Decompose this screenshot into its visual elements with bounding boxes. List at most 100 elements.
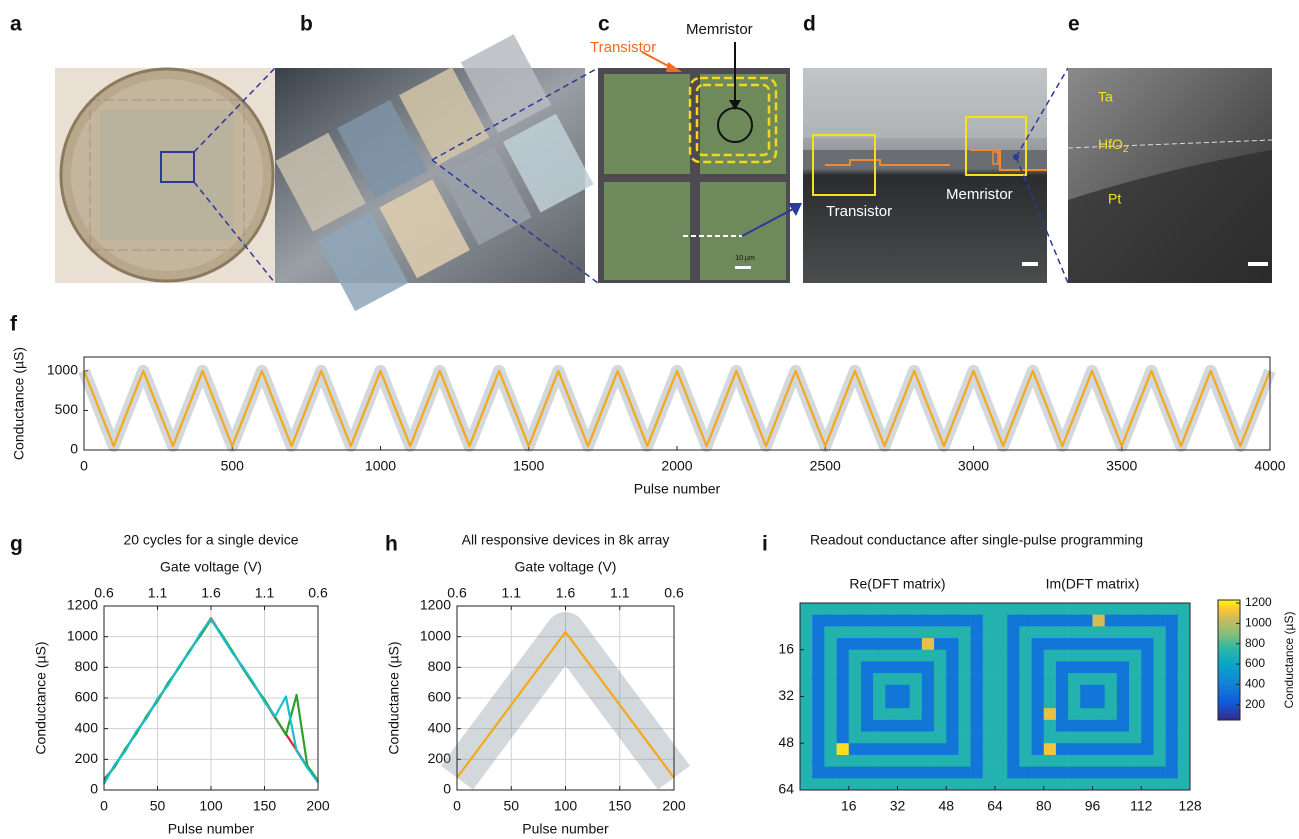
heatmap-cell bbox=[812, 615, 824, 627]
heatmap-cell bbox=[861, 708, 873, 720]
heatmap-cell bbox=[800, 755, 812, 767]
heatmap-cell bbox=[1105, 685, 1117, 697]
heatmap-cell bbox=[873, 661, 885, 673]
heatmap-cell bbox=[958, 650, 970, 662]
heatmap-cell bbox=[983, 685, 995, 697]
heatmap-cell bbox=[1105, 626, 1117, 638]
heatmap-cell bbox=[1093, 650, 1105, 662]
heatmap-cell bbox=[1019, 615, 1031, 627]
heatmap-cell bbox=[1129, 743, 1141, 755]
y-tick-label: 0 bbox=[443, 781, 451, 797]
heatmap-cell bbox=[934, 767, 946, 779]
heatmap-cell bbox=[995, 626, 1007, 638]
y-axis-label: Conductance (µS) bbox=[11, 347, 27, 460]
panel-label: a bbox=[10, 13, 22, 36]
colorbar-tick-label: 800 bbox=[1245, 636, 1265, 650]
heatmap-cell bbox=[971, 778, 983, 790]
chart-title: All responsive devices in 8k array bbox=[462, 532, 670, 548]
heatmap-cell bbox=[1056, 615, 1068, 627]
heatmap-cell bbox=[934, 685, 946, 697]
heatmap-cell bbox=[849, 755, 861, 767]
y-tick-label: 0 bbox=[70, 441, 78, 457]
heatmap-cell bbox=[1141, 661, 1153, 673]
heatmap-cell bbox=[1105, 661, 1117, 673]
heatmap-cell bbox=[873, 603, 885, 615]
heatmap-cell bbox=[995, 720, 1007, 732]
heatmap-cell bbox=[873, 767, 885, 779]
heatmap-cell bbox=[922, 650, 934, 662]
heatmap-cell bbox=[946, 732, 958, 744]
heatmap-cell bbox=[812, 720, 824, 732]
x-tick-label: 0 bbox=[100, 798, 108, 814]
heatmap-cell bbox=[946, 650, 958, 662]
heatmap-cell bbox=[1093, 615, 1105, 627]
heatmap-cell bbox=[1056, 732, 1068, 744]
heatmap-cell bbox=[849, 673, 861, 685]
heatmap-cell bbox=[824, 638, 836, 650]
heatmap-cell bbox=[1129, 755, 1141, 767]
heatmap-cell bbox=[1032, 626, 1044, 638]
heatmap-cell bbox=[1080, 626, 1092, 638]
heatmap-cell bbox=[1080, 650, 1092, 662]
x-tick-label: 96 bbox=[1085, 798, 1101, 814]
heatmap-cell bbox=[1056, 720, 1068, 732]
heatmap-cell bbox=[812, 697, 824, 709]
heatmap-cell bbox=[910, 685, 922, 697]
heatmap-cell bbox=[1153, 708, 1165, 720]
heatmap-cell bbox=[837, 767, 849, 779]
heatmap-cell bbox=[861, 743, 873, 755]
y-tick-label: 1000 bbox=[67, 627, 98, 643]
heatmap-cell bbox=[971, 755, 983, 767]
heatmap-cell bbox=[1019, 708, 1031, 720]
heatmap-cell bbox=[1141, 778, 1153, 790]
heatmap-cell bbox=[800, 650, 812, 662]
heatmap-cell bbox=[1178, 661, 1190, 673]
heatmap-cell bbox=[1007, 673, 1019, 685]
heatmap-cell bbox=[922, 708, 934, 720]
heatmap-cell bbox=[1032, 755, 1044, 767]
heatmap-cell bbox=[1093, 685, 1105, 697]
heatmap-cell bbox=[812, 661, 824, 673]
heatmap-cell bbox=[800, 603, 812, 615]
heatmap-cell bbox=[1153, 638, 1165, 650]
heatmap-cell bbox=[1117, 615, 1129, 627]
heatmap-cell bbox=[1141, 720, 1153, 732]
heatmap-cell bbox=[910, 743, 922, 755]
heatmap-cell bbox=[1007, 626, 1019, 638]
heatmap-cell bbox=[958, 767, 970, 779]
heatmap-cell bbox=[1153, 650, 1165, 662]
heatmap-cell bbox=[1068, 615, 1080, 627]
heatmap-cell bbox=[934, 720, 946, 732]
heatmap-cell bbox=[934, 650, 946, 662]
heatmap-cell bbox=[1178, 708, 1190, 720]
heatmap-cell bbox=[1044, 638, 1056, 650]
heatmap-cell bbox=[849, 603, 861, 615]
heatmap-cell bbox=[1068, 685, 1080, 697]
heatmap-cell bbox=[800, 615, 812, 627]
heatmap-cell bbox=[812, 626, 824, 638]
x-tick-label: 0 bbox=[453, 798, 461, 814]
heatmap-cell bbox=[934, 778, 946, 790]
heatmap-cell bbox=[1019, 755, 1031, 767]
heatmap-cell bbox=[910, 615, 922, 627]
heatmap-cell bbox=[958, 626, 970, 638]
heatmap-cell bbox=[958, 697, 970, 709]
tem-image: Ta HfO2 Pt bbox=[1068, 68, 1272, 283]
x2-axis-label: Gate voltage (V) bbox=[160, 559, 262, 575]
y-axis-label: Conductance (µS) bbox=[386, 641, 402, 754]
heatmap-cell bbox=[1032, 673, 1044, 685]
heatmap-cell bbox=[1117, 661, 1129, 673]
heatmap-cell bbox=[995, 708, 1007, 720]
heatmap-cell bbox=[837, 673, 849, 685]
heatmap-cell bbox=[1007, 708, 1019, 720]
heatmap-cell bbox=[1068, 626, 1080, 638]
heatmap-cell bbox=[849, 767, 861, 779]
heatmap-cell bbox=[898, 615, 910, 627]
heatmap-cell bbox=[800, 673, 812, 685]
heatmap-cell bbox=[1141, 767, 1153, 779]
x2-tick-label: 1.6 bbox=[201, 585, 221, 601]
heatmap-cell bbox=[995, 650, 1007, 662]
heatmap-cell bbox=[1019, 685, 1031, 697]
heatmap-cell bbox=[1129, 626, 1141, 638]
heatmap-cell bbox=[898, 708, 910, 720]
